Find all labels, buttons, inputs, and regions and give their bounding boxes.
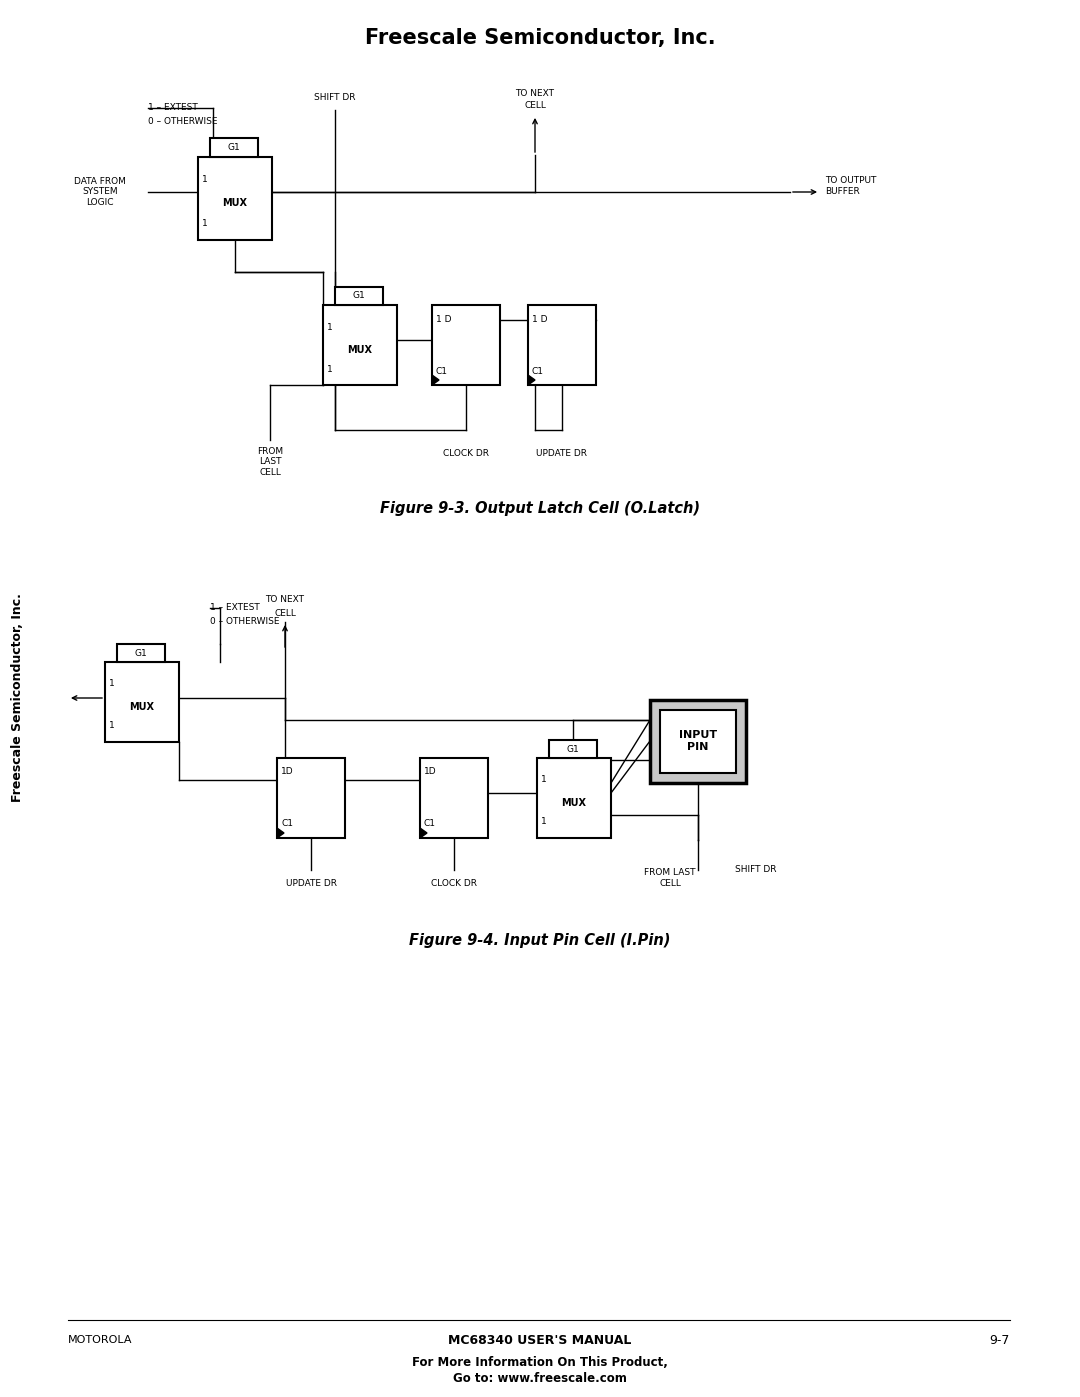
Text: G1: G1 xyxy=(228,142,241,152)
Text: FROM
LAST
CELL: FROM LAST CELL xyxy=(257,447,283,476)
Text: 1: 1 xyxy=(327,323,333,331)
Polygon shape xyxy=(420,828,427,838)
Bar xyxy=(432,305,500,386)
Text: C1: C1 xyxy=(281,820,293,828)
Text: MUX: MUX xyxy=(130,703,154,712)
Bar xyxy=(528,305,596,386)
Text: MOTOROLA: MOTOROLA xyxy=(68,1336,133,1345)
Text: 1: 1 xyxy=(327,365,333,373)
Text: Go to: www.freescale.com: Go to: www.freescale.com xyxy=(454,1372,626,1384)
Text: SHIFT DR: SHIFT DR xyxy=(314,92,355,102)
Text: TO NEXT: TO NEXT xyxy=(266,595,305,605)
Bar xyxy=(210,138,258,156)
Text: 0 – OTHERWISE: 0 – OTHERWISE xyxy=(148,117,217,127)
Text: UPDATE DR: UPDATE DR xyxy=(537,450,588,458)
Text: G1: G1 xyxy=(567,745,579,753)
Text: 1: 1 xyxy=(202,219,207,229)
Text: CELL: CELL xyxy=(274,609,296,617)
Bar xyxy=(323,305,397,386)
Text: 1: 1 xyxy=(202,175,207,183)
Text: 1: 1 xyxy=(541,775,546,785)
Text: 1 – EXTEST: 1 – EXTEST xyxy=(148,103,198,113)
Bar xyxy=(335,286,383,305)
Bar xyxy=(420,759,488,838)
Text: C1: C1 xyxy=(424,820,436,828)
Text: G1: G1 xyxy=(135,648,147,658)
Text: 0 – OTHERWISE: 0 – OTHERWISE xyxy=(210,617,280,626)
Bar xyxy=(198,156,272,240)
Text: SHIFT DR: SHIFT DR xyxy=(735,866,777,875)
Text: 1 D: 1 D xyxy=(436,314,451,324)
Text: 1D: 1D xyxy=(424,767,436,777)
Text: Freescale Semiconductor, Inc.: Freescale Semiconductor, Inc. xyxy=(12,594,25,802)
Text: Figure 9-4. Input Pin Cell (I.Pin): Figure 9-4. Input Pin Cell (I.Pin) xyxy=(409,933,671,947)
Text: C1: C1 xyxy=(532,366,544,376)
Text: 1 – EXTEST: 1 – EXTEST xyxy=(210,604,260,612)
Bar xyxy=(276,759,345,838)
Text: MUX: MUX xyxy=(348,345,373,355)
Polygon shape xyxy=(528,374,535,386)
Text: Figure 9-3. Output Latch Cell (O.Latch): Figure 9-3. Output Latch Cell (O.Latch) xyxy=(380,500,700,515)
Text: 9-7: 9-7 xyxy=(989,1334,1010,1347)
Bar xyxy=(650,700,746,782)
Text: TO NEXT: TO NEXT xyxy=(515,88,554,98)
Bar xyxy=(549,740,597,759)
Text: CELL: CELL xyxy=(524,102,545,110)
Bar xyxy=(537,759,611,838)
Text: 1: 1 xyxy=(541,817,546,827)
Bar xyxy=(117,644,165,662)
Text: CLOCK DR: CLOCK DR xyxy=(443,450,489,458)
Text: 1D: 1D xyxy=(281,767,294,777)
Text: For More Information On This Product,: For More Information On This Product, xyxy=(413,1355,667,1369)
Text: MUX: MUX xyxy=(562,798,586,807)
Bar xyxy=(660,710,735,773)
Bar xyxy=(105,662,179,742)
Text: 1: 1 xyxy=(109,721,114,731)
Text: FROM LAST
CELL: FROM LAST CELL xyxy=(645,869,696,887)
Text: CLOCK DR: CLOCK DR xyxy=(431,880,477,888)
Text: Freescale Semiconductor, Inc.: Freescale Semiconductor, Inc. xyxy=(365,28,715,47)
Polygon shape xyxy=(276,828,284,838)
Text: DATA FROM
SYSTEM
LOGIC: DATA FROM SYSTEM LOGIC xyxy=(75,177,126,207)
Text: MUX: MUX xyxy=(222,198,247,208)
Polygon shape xyxy=(432,374,438,386)
Text: MC68340 USER'S MANUAL: MC68340 USER'S MANUAL xyxy=(448,1334,632,1347)
Text: UPDATE DR: UPDATE DR xyxy=(285,880,337,888)
Text: 1 D: 1 D xyxy=(532,314,548,324)
Text: 1: 1 xyxy=(109,679,114,689)
Text: TO OUTPUT
BUFFER: TO OUTPUT BUFFER xyxy=(825,176,876,196)
Text: C1: C1 xyxy=(436,366,448,376)
Text: G1: G1 xyxy=(353,292,365,300)
Text: INPUT
PIN: INPUT PIN xyxy=(679,731,717,752)
